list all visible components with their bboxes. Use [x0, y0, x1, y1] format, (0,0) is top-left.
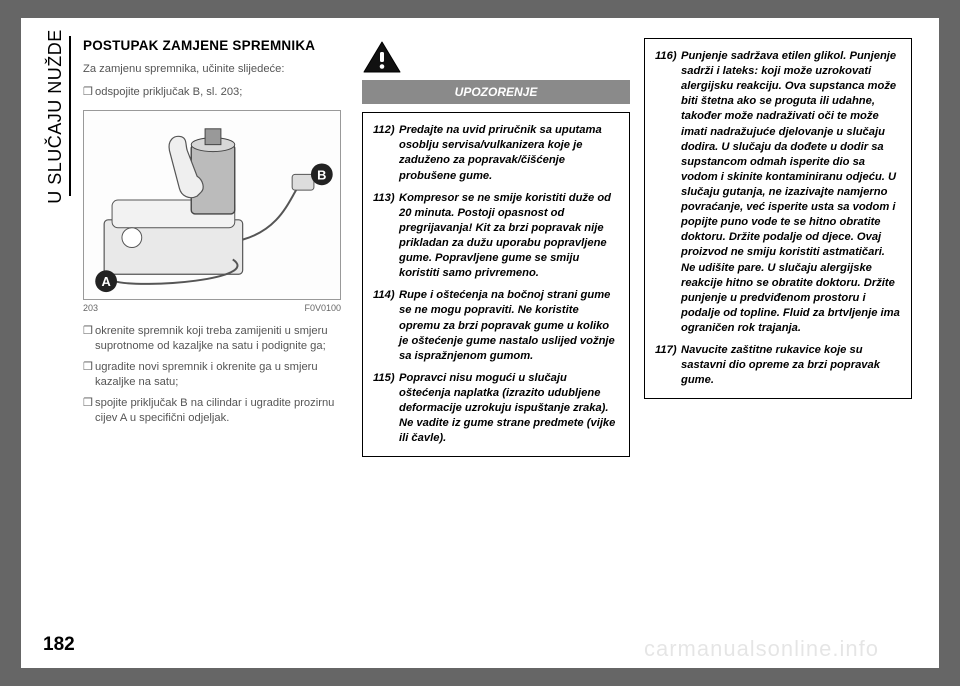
warning-item: 113) Kompresor se ne smije koristiti duž…	[373, 191, 619, 282]
warning-box: 112) Predajte na uvid priručnik sa uputa…	[362, 112, 630, 457]
warning-text: Popravci nisu mogući u slučaju oštećenja…	[399, 371, 619, 447]
warning-text: Punjenje sadržava etilen glikol. Punjenj…	[681, 49, 901, 336]
warning-num: 114)	[373, 288, 399, 364]
warning-box-continued: 116) Punjenje sadržava etilen glikol. Pu…	[644, 38, 912, 399]
warning-bar: UPOZORENJE	[362, 80, 630, 104]
bullet-mark: ❒	[83, 360, 95, 390]
warning-num: 115)	[373, 371, 399, 447]
content-columns: POSTUPAK ZAMJENE SPREMNIKA Za zamjenu sp…	[83, 38, 917, 652]
heading: POSTUPAK ZAMJENE SPREMNIKA	[83, 38, 348, 54]
column-2: UPOZORENJE 112) Predajte na uvid priručn…	[362, 38, 630, 652]
bullet-text: ugradite novi spremnik i okrenite ga u s…	[95, 360, 348, 390]
warning-item: 115) Popravci nisu mogući u slučaju ošte…	[373, 371, 619, 447]
warning-item: 114) Rupe i oštećenja na bočnoj strani g…	[373, 288, 619, 364]
bullet-item: ❒ okrenite spremnik koji treba zamijenit…	[83, 324, 348, 354]
warning-text: Navucite zaštitne rukavice koje su sasta…	[681, 343, 901, 388]
figure: A B	[83, 110, 341, 300]
column-3: 116) Punjenje sadržava etilen glikol. Pu…	[644, 38, 912, 652]
figure-label-a: A	[101, 274, 110, 289]
warning-num: 112)	[373, 123, 399, 183]
bullet-item: ❒ ugradite novi spremnik i okrenite ga u…	[83, 360, 348, 390]
figure-label-b: B	[317, 167, 326, 182]
bullet-mark: ❒	[83, 396, 95, 426]
warning-item: 117) Navucite zaštitne rukavice koje su …	[655, 343, 901, 388]
bullet-mark: ❒	[83, 85, 95, 100]
warning-num: 117)	[655, 343, 681, 388]
manual-page: U SLUČAJU NUŽDE POSTUPAK ZAMJENE SPREMNI…	[21, 18, 939, 668]
watermark: carmanualsonline.info	[644, 636, 879, 662]
section-tab: U SLUČAJU NUŽDE	[41, 36, 71, 196]
bullet-item: ❒ odspojite priključak B, sl. 203;	[83, 85, 348, 100]
section-tab-label: U SLUČAJU NUŽDE	[45, 29, 66, 204]
bullet-text: odspojite priključak B, sl. 203;	[95, 85, 348, 100]
figure-svg: A B	[84, 111, 340, 299]
figure-number: 203	[83, 302, 98, 314]
bullet-text: okrenite spremnik koji treba zamijeniti …	[95, 324, 348, 354]
column-1: POSTUPAK ZAMJENE SPREMNIKA Za zamjenu sp…	[83, 38, 348, 652]
warning-label: UPOZORENJE	[455, 85, 538, 99]
warning-text: Predajte na uvid priručnik sa uputama os…	[399, 123, 619, 183]
intro-text: Za zamjenu spremnika, učinite slijedeće:	[83, 62, 348, 77]
figure-caption: 203 F0V0100	[83, 302, 341, 314]
warning-text: Kompresor se ne smije koristiti duže od …	[399, 191, 619, 282]
warning-num: 113)	[373, 191, 399, 282]
warning-text: Rupe i oštećenja na bočnoj strani gume s…	[399, 288, 619, 364]
page-number: 182	[43, 634, 75, 656]
warning-item: 116) Punjenje sadržava etilen glikol. Pu…	[655, 49, 901, 336]
bullet-item: ❒ spojite priključak B na cilindar i ugr…	[83, 396, 348, 426]
warning-num: 116)	[655, 49, 681, 336]
warning-icon	[362, 40, 402, 74]
bullet-text: spojite priključak B na cilindar i ugrad…	[95, 396, 348, 426]
figure-code: F0V0100	[304, 302, 341, 314]
bullet-mark: ❒	[83, 324, 95, 354]
warning-item: 112) Predajte na uvid priručnik sa uputa…	[373, 123, 619, 183]
